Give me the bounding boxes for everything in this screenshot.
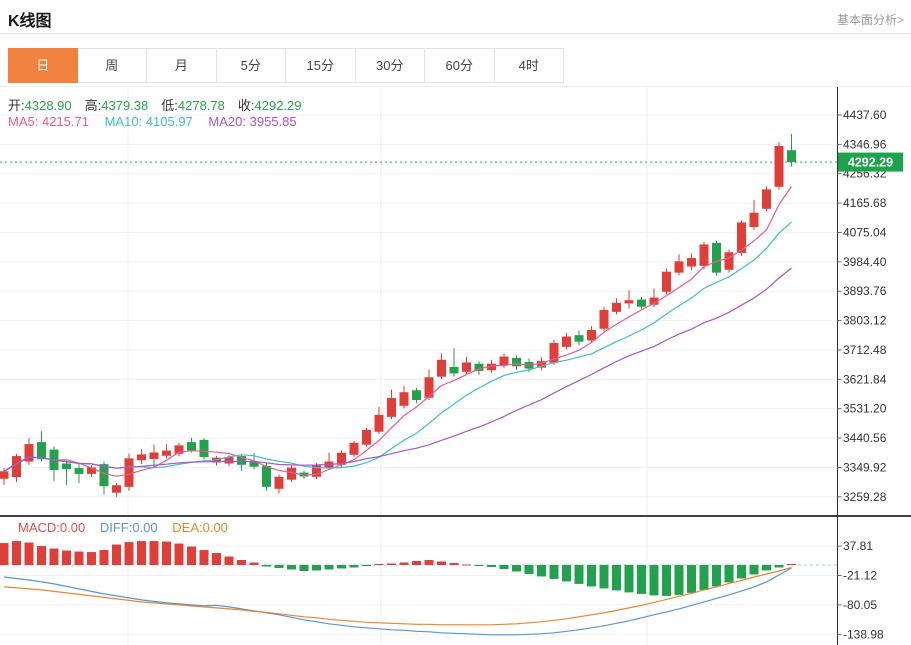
svg-text:4075.04: 4075.04 <box>843 225 887 239</box>
ohlc-readout: 开:4328.90 高:4379.38 低:4278.78 收:4292.29 <box>8 95 315 114</box>
tab-month[interactable]: 月 <box>147 48 217 83</box>
svg-text:4437.60: 4437.60 <box>843 108 887 122</box>
svg-text:37.81: 37.81 <box>843 539 873 553</box>
svg-text:4165.68: 4165.68 <box>843 196 887 210</box>
macd-readout: MACD:0.00 DIFF:0.00 DEA:0.00 <box>18 520 239 535</box>
ma10-readout: MA10: 4105.97 <box>104 114 193 129</box>
low-value: 4278.78 <box>177 98 225 113</box>
header-divider <box>0 33 911 34</box>
low-label: 低: <box>161 98 178 113</box>
ma5-readout: MA5: 4215.71 <box>8 114 89 129</box>
dea-value-readout: DEA:0.00 <box>172 520 228 535</box>
open-value: 4328.90 <box>24 98 72 113</box>
svg-text:3712.48: 3712.48 <box>843 343 887 357</box>
svg-text:3803.12: 3803.12 <box>843 314 887 328</box>
svg-text:4292.29: 4292.29 <box>848 156 893 170</box>
ma20-line <box>3 267 792 472</box>
svg-text:3984.40: 3984.40 <box>843 255 887 269</box>
current-price-tag: 4292.29 <box>838 152 903 172</box>
open-label: 开: <box>8 98 25 113</box>
macd-value-readout: MACD:0.00 <box>18 520 86 535</box>
svg-text:-138.98: -138.98 <box>843 627 884 641</box>
tab-day[interactable]: 日 <box>8 48 78 83</box>
dea-line <box>3 566 792 626</box>
period-tab-bar: 日 周 月 5分 15分 30分 60分 4时 <box>8 48 564 83</box>
tab-week[interactable]: 周 <box>77 48 147 83</box>
page-title: K线图 <box>8 13 52 30</box>
close-label: 收: <box>237 98 255 113</box>
fundamental-analysis-link[interactable]: 基本面分析> <box>836 13 904 27</box>
svg-text:-80.05: -80.05 <box>843 598 877 612</box>
svg-text:3893.76: 3893.76 <box>843 284 887 298</box>
diff-value-readout: DIFF:0.00 <box>99 520 158 535</box>
tab-5min[interactable]: 5分 <box>216 48 286 83</box>
right-axis: 4437.604346.964256.324165.684075.043984.… <box>0 87 911 645</box>
chart-top-divider <box>0 86 911 87</box>
candles-and-indicators <box>0 133 796 636</box>
tab-4hour[interactable]: 4时 <box>494 48 564 83</box>
diff-line <box>3 567 792 636</box>
svg-text:3259.28: 3259.28 <box>843 490 887 504</box>
tab-60min[interactable]: 60分 <box>425 48 495 83</box>
grid-lines <box>0 87 837 645</box>
svg-text:3440.56: 3440.56 <box>843 431 887 445</box>
close-value: 4292.29 <box>254 98 302 113</box>
svg-text:-21.12: -21.12 <box>843 569 877 583</box>
svg-text:3349.92: 3349.92 <box>843 460 887 474</box>
svg-text:3531.20: 3531.20 <box>843 402 887 416</box>
tab-30min[interactable]: 30分 <box>355 48 425 83</box>
svg-text:3621.84: 3621.84 <box>843 372 887 386</box>
high-value: 4379.38 <box>101 98 149 113</box>
ma5-line <box>3 186 792 477</box>
ma-readout: MA5: 4215.71 MA10: 4105.97 MA20: 3955.85 <box>8 114 309 129</box>
ma20-readout: MA20: 3955.85 <box>208 114 297 129</box>
svg-text:4346.96: 4346.96 <box>843 137 887 151</box>
tab-15min[interactable]: 15分 <box>286 48 356 83</box>
high-label: 高: <box>84 98 102 113</box>
ma10-line <box>3 221 792 472</box>
